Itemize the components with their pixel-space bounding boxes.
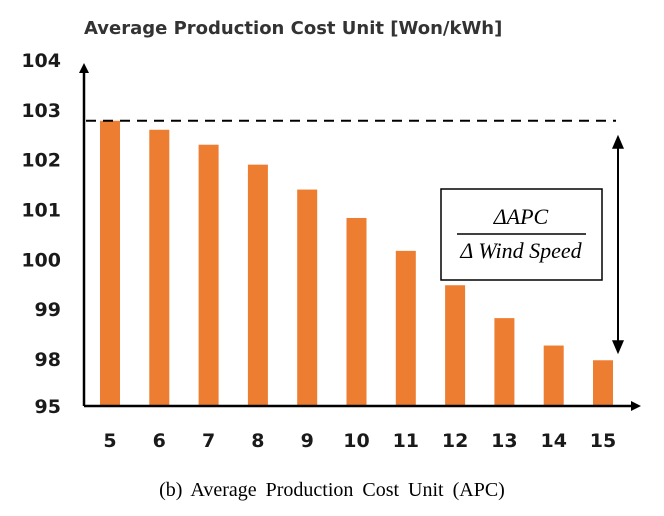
bar [198, 144, 219, 406]
bar [543, 345, 564, 406]
y-tick-label: 98 [35, 349, 61, 371]
bar [593, 360, 613, 406]
y-tick-label: 101 [21, 200, 61, 222]
delta-arrow-bottom-head [612, 340, 624, 355]
bar [494, 318, 515, 406]
y-tick-label: 95 [35, 396, 61, 418]
y-tick-label: 102 [21, 150, 61, 172]
y-tick-label: 100 [21, 249, 61, 271]
bar [149, 129, 170, 406]
y-tick-labels: 95 98 99 100 101 102 103 104 [21, 50, 61, 418]
bar [247, 164, 268, 406]
x-tick-label: 5 [103, 430, 116, 452]
figure-caption: (b) Average Production Cost Unit (APC) [159, 479, 505, 501]
x-tick-label: 11 [393, 430, 419, 452]
x-tick-labels: 5 6 7 8 9 10 11 12 13 14 15 [103, 430, 616, 452]
x-tick-label: 10 [343, 430, 369, 452]
bar [346, 217, 367, 406]
bar [100, 120, 120, 407]
x-tick-label: 8 [251, 430, 264, 452]
bar [297, 189, 318, 406]
delta-arrow-top-head [612, 134, 624, 149]
bar [445, 285, 466, 406]
bar-group [100, 120, 613, 407]
chart-title: Average Production Cost Unit [Won/kWh] [84, 18, 502, 39]
x-tick-label: 7 [202, 430, 215, 452]
x-tick-label: 6 [153, 430, 166, 452]
formula-denominator: Δ Wind Speed [459, 238, 582, 263]
formula-numerator: ΔAPC [493, 204, 549, 229]
y-tick-label: 99 [35, 299, 61, 321]
y-tick-label: 104 [21, 50, 61, 72]
y-tick-label: 103 [21, 100, 61, 122]
bar [395, 250, 416, 406]
x-tick-label: 15 [590, 430, 616, 452]
x-tick-label: 9 [301, 430, 314, 452]
x-tick-label: 12 [442, 430, 468, 452]
delta-formula-box: ΔAPC Δ Wind Speed [440, 188, 603, 281]
x-tick-label: 13 [491, 430, 517, 452]
x-tick-label: 14 [540, 430, 566, 452]
